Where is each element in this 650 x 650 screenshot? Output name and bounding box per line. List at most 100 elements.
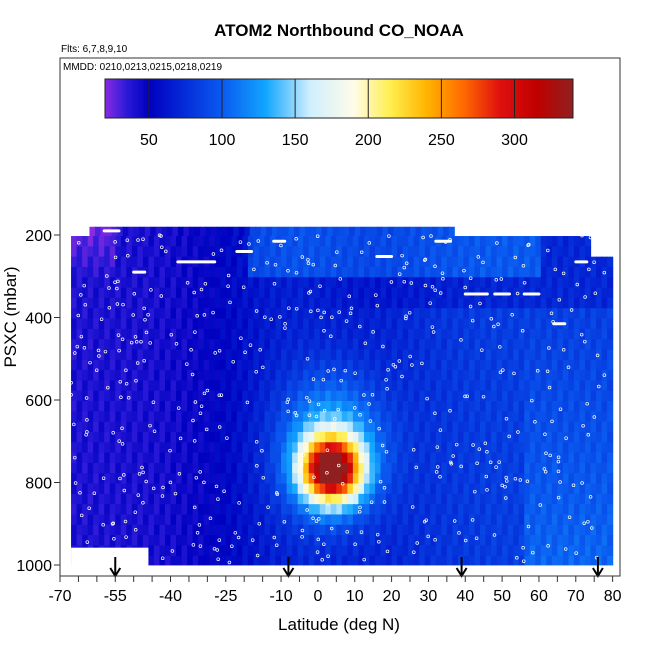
heat-cell: [148, 256, 155, 268]
colorbar-cell: [502, 79, 505, 118]
heat-cell: [131, 411, 138, 423]
heat-cell: [468, 411, 476, 423]
heat-cell: [573, 524, 581, 536]
heat-cell: [474, 524, 481, 536]
heat-cell: [192, 514, 199, 526]
track-point: [498, 370, 503, 375]
heat-cell: [546, 297, 553, 309]
heat-cell: [148, 431, 155, 443]
heat-cell: [120, 380, 127, 392]
heat-cell: [562, 349, 570, 361]
heat-cell: [225, 370, 232, 381]
track-point: [434, 470, 439, 474]
heat-cell: [214, 545, 221, 557]
heat-cell: [535, 236, 542, 247]
heat-cell: [247, 555, 255, 566]
heat-cell: [253, 236, 260, 247]
heat-cell: [468, 442, 476, 453]
heat-cell: [159, 256, 166, 268]
heat-cell: [347, 349, 354, 361]
heat-cell: [468, 524, 476, 536]
heat-cell: [474, 442, 481, 453]
heat-cell: [131, 287, 138, 299]
heat-cell: [358, 524, 365, 536]
heat-cell: [297, 504, 304, 515]
heat-cell: [568, 256, 575, 268]
heat-cell: [104, 421, 111, 433]
heat-cell: [308, 308, 315, 319]
heat-cell: [386, 462, 393, 474]
heat-cell: [253, 493, 260, 505]
heat-cell: [540, 287, 547, 299]
heat-cell: [198, 308, 205, 319]
heat-cell: [231, 431, 238, 443]
track-point: [404, 261, 409, 266]
track-point: [515, 556, 519, 560]
heat-cell: [231, 555, 238, 566]
heat-cell: [214, 431, 221, 443]
heat-cell: [601, 462, 608, 474]
track-point: [433, 288, 437, 293]
heat-cell: [181, 328, 188, 340]
heat-cell: [590, 256, 597, 268]
track-point: [321, 377, 326, 382]
heat-cell: [468, 256, 476, 268]
heat-cell: [557, 462, 564, 474]
heat-cell: [496, 236, 503, 247]
heat-cell: [275, 370, 282, 381]
heat-cell: [452, 473, 459, 484]
heat-cell: [153, 401, 161, 412]
heat-cell: [369, 473, 376, 484]
heat-cell: [170, 308, 177, 319]
heat-cell: [380, 390, 387, 402]
heat-cell: [325, 328, 332, 340]
track-point: [305, 356, 310, 361]
heat-cell: [142, 401, 150, 412]
heat-cell: [551, 287, 558, 299]
heat-cell: [430, 246, 437, 258]
heat-cell: [452, 370, 459, 381]
heat-cell: [236, 339, 243, 350]
heat-cell: [435, 339, 442, 350]
heat-cell: [347, 236, 354, 247]
heat-cell: [524, 380, 531, 392]
heat-cell: [293, 226, 301, 237]
heat-cell: [596, 401, 603, 412]
heat-cell: [126, 246, 133, 258]
heat-cell: [247, 349, 255, 361]
heat-cell: [540, 318, 547, 330]
heat-cell: [579, 390, 586, 402]
heat-cell: [76, 401, 83, 412]
heat-cell: [153, 287, 161, 299]
heat-cell: [502, 504, 509, 515]
heat-cell: [535, 370, 542, 381]
heat-cell: [71, 411, 78, 423]
heat-cell: [170, 421, 177, 433]
track-point: [202, 313, 207, 317]
track-point: [216, 497, 220, 501]
heat-cell: [441, 359, 448, 371]
heat-cell: [159, 504, 166, 515]
heat-cell: [325, 236, 332, 247]
heat-cell: [386, 380, 393, 392]
heat-cell: [176, 462, 183, 474]
heat-cell: [596, 555, 603, 566]
heat-cell: [457, 349, 465, 361]
heat-cell: [159, 545, 166, 557]
heat-cell: [408, 431, 415, 443]
heat-cell: [297, 473, 304, 484]
heat-cell: [496, 390, 503, 402]
heat-cell: [336, 318, 343, 330]
heat-cell: [264, 452, 271, 464]
heat-cell: [214, 504, 221, 515]
heat-cell: [153, 421, 161, 433]
heat-cell: [358, 493, 365, 505]
track-point: [495, 241, 499, 245]
heat-cell: [142, 514, 150, 526]
heat-cell: [292, 535, 299, 546]
heat-cell: [93, 297, 100, 309]
heat-cell: [253, 349, 260, 361]
heat-cell: [236, 359, 243, 371]
heat-cell: [93, 452, 100, 464]
heat-cell: [358, 421, 365, 433]
